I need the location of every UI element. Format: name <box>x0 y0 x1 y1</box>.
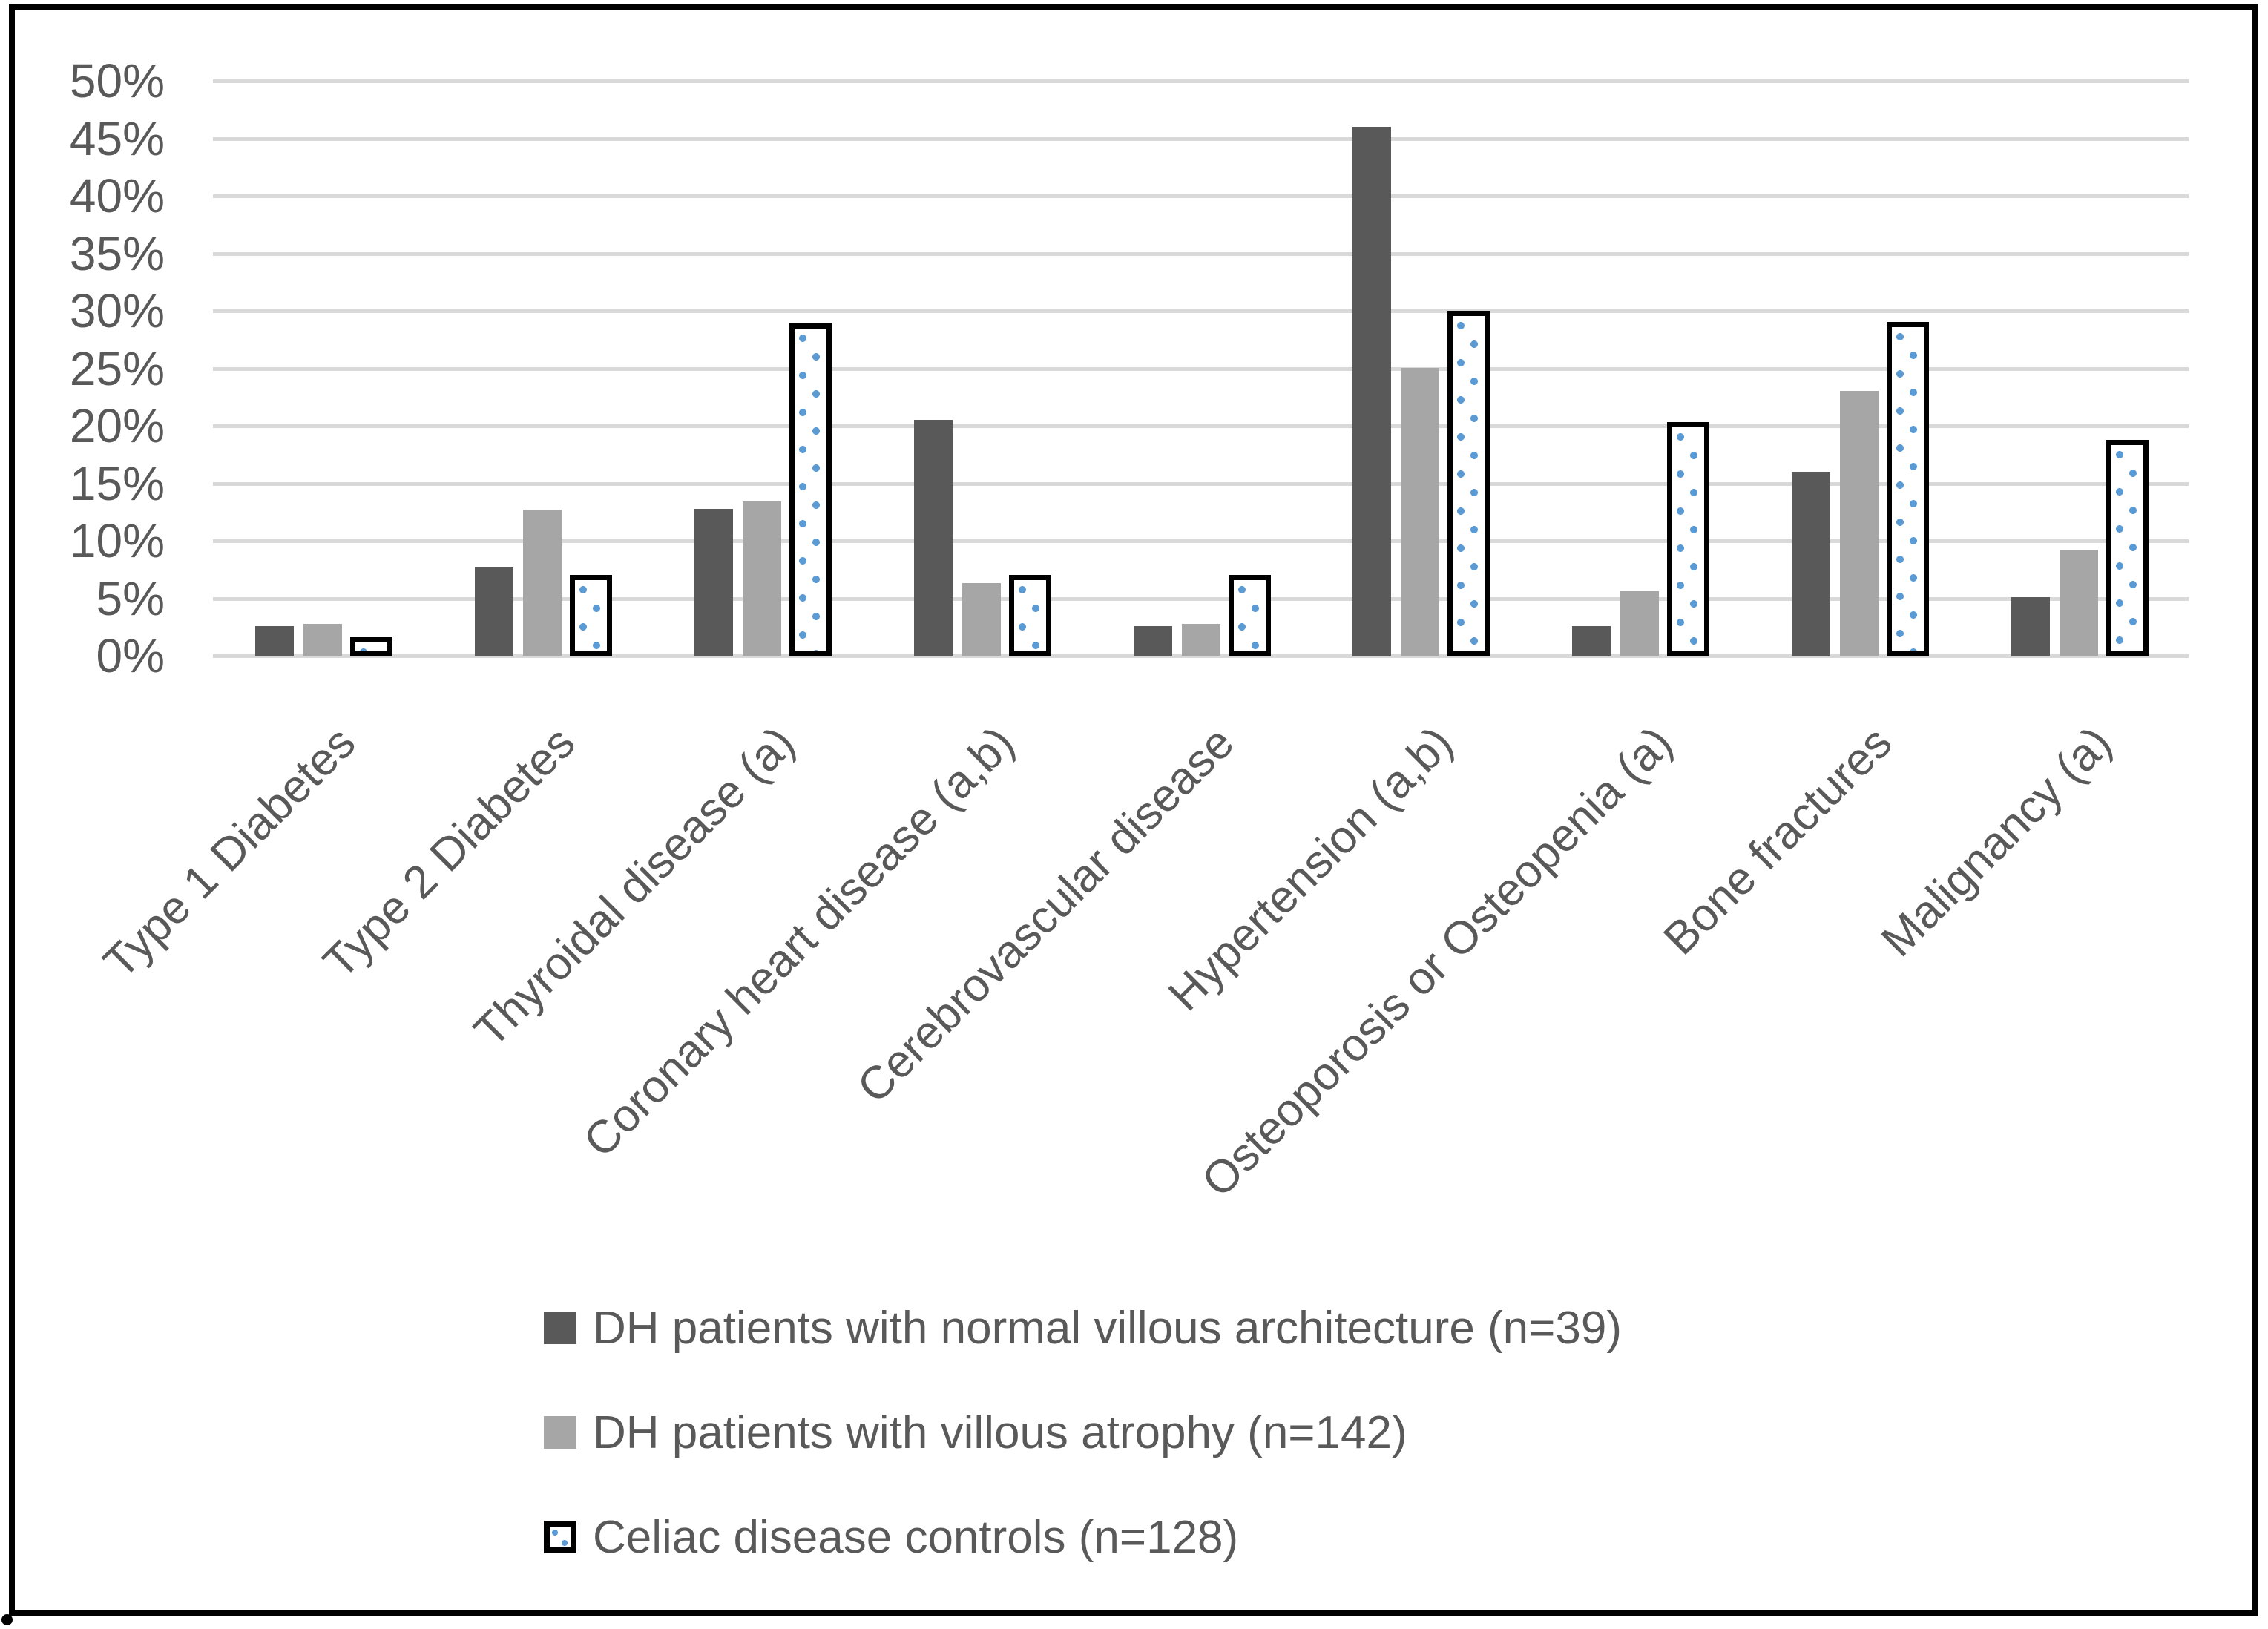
gridline-10pct <box>213 539 2189 543</box>
bar-series3-osteoporosis-or-osteopenia-a- <box>1667 422 1709 656</box>
y-tick-label-45pct: 45% <box>69 111 165 165</box>
bar-series1-cerebrovascular-disease <box>1134 626 1172 656</box>
legend-label-2: DH patients with villous atrophy (n=142) <box>593 1406 1407 1458</box>
bar-series3-thyroidal-disease-a- <box>789 323 832 656</box>
gridline-25pct <box>213 366 2189 371</box>
bar-series2-osteoporosis-or-osteopenia-a- <box>1620 591 1659 656</box>
corner-dot <box>1 1614 13 1625</box>
y-tick-label-20pct: 20% <box>69 399 165 452</box>
y-tick-label-40pct: 40% <box>69 169 165 223</box>
y-tick-label-15pct: 15% <box>69 456 165 510</box>
bar-series2-type-2-diabetes <box>523 510 562 656</box>
y-tick-label-35pct: 35% <box>69 226 165 280</box>
legend-item-3: Celiac disease controls (n=128) <box>544 1512 1238 1563</box>
y-tick-label-25pct: 25% <box>69 341 165 395</box>
bar-series1-thyroidal-disease-a- <box>694 509 733 656</box>
bar-series1-type-2-diabetes <box>475 567 513 656</box>
bar-series3-cerebrovascular-disease <box>1229 575 1271 656</box>
gridline-30pct <box>213 309 2189 313</box>
gridline-45pct <box>213 136 2189 141</box>
gridline-0pct <box>213 654 2189 658</box>
gridline-50pct <box>213 79 2189 83</box>
bar-series3-coronary-heart-disease-a-b- <box>1009 575 1051 656</box>
bar-series1-malignancy-a- <box>2011 597 2050 656</box>
legend-swatch-3 <box>544 1521 576 1553</box>
bar-series1-type-1-diabetes <box>255 626 294 656</box>
y-tick-label-5pct: 5% <box>96 571 165 625</box>
bar-series3-bone-fractures <box>1887 322 1929 656</box>
legend-label-3: Celiac disease controls (n=128) <box>593 1511 1239 1563</box>
legend-swatch-2 <box>544 1416 576 1449</box>
gridline-40pct <box>213 194 2189 198</box>
y-tick-label-50pct: 50% <box>69 54 165 108</box>
bar-series2-thyroidal-disease-a- <box>743 501 781 656</box>
bar-series3-hypertension-a-b- <box>1447 311 1490 656</box>
bar-series3-type-1-diabetes <box>350 637 392 656</box>
gridline-15pct <box>213 481 2189 486</box>
y-tick-label-0pct: 0% <box>96 629 165 682</box>
legend-label-1: DH patients with normal villous architec… <box>593 1302 1622 1354</box>
y-tick-label-30pct: 30% <box>69 284 165 338</box>
bar-series1-coronary-heart-disease-a-b- <box>914 420 953 656</box>
bar-series1-hypertension-a-b- <box>1352 127 1391 656</box>
gridline-20pct <box>213 424 2189 428</box>
gridline-5pct <box>213 596 2189 601</box>
bar-series2-malignancy-a- <box>2060 550 2098 656</box>
legend-swatch-1 <box>544 1312 576 1344</box>
bar-series3-type-2-diabetes <box>570 575 612 656</box>
bar-series1-osteoporosis-or-osteopenia-a- <box>1572 626 1611 656</box>
bar-series2-coronary-heart-disease-a-b- <box>962 583 1001 656</box>
bar-series3-malignancy-a- <box>2106 440 2149 656</box>
bar-series2-bone-fractures <box>1840 391 1879 656</box>
legend-item-1: DH patients with normal villous architec… <box>544 1303 1622 1354</box>
gridline-35pct <box>213 251 2189 256</box>
legend-item-2: DH patients with villous atrophy (n=142) <box>544 1407 1407 1458</box>
bar-series2-type-1-diabetes <box>303 624 342 656</box>
bar-series2-hypertension-a-b- <box>1401 368 1439 656</box>
chart-frame <box>9 4 2258 1616</box>
y-tick-label-10pct: 10% <box>69 514 165 567</box>
bar-series2-cerebrovascular-disease <box>1182 624 1220 656</box>
bar-series1-bone-fractures <box>1792 472 1830 656</box>
